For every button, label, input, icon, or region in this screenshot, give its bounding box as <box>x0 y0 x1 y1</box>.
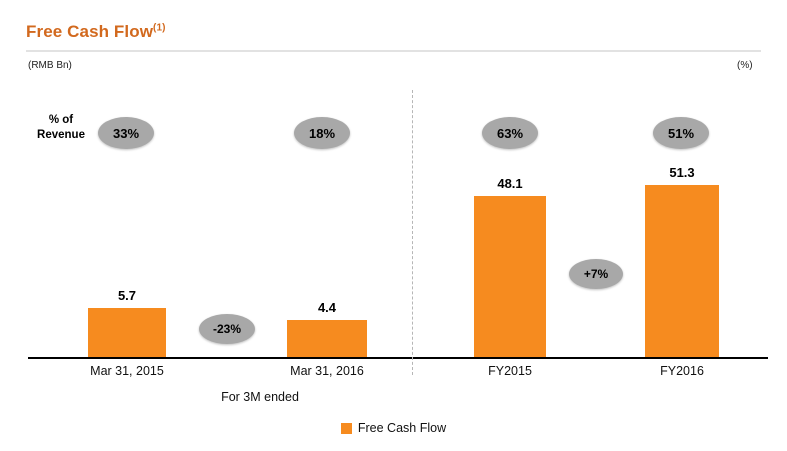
page-title: Free Cash Flow(1) <box>26 22 166 42</box>
growth-badge-3m: -23% <box>199 314 255 344</box>
bar-value-label-3: 51.3 <box>669 165 695 180</box>
x-axis-label-2: FY2015 <box>488 364 532 378</box>
bar-value-label-0: 5.7 <box>117 288 137 303</box>
pct-of-revenue-row-header: % of Revenue <box>30 113 92 143</box>
bar-value-label-2: 48.1 <box>497 176 523 191</box>
bar-fy2016 <box>645 185 719 357</box>
unit-label-right: (%) <box>737 60 753 71</box>
page-title-footnote-marker: (1) <box>153 22 166 34</box>
bar-fy2015 <box>474 196 546 357</box>
bar-value-label-1: 4.4 <box>317 300 337 315</box>
x-axis-line <box>28 357 768 359</box>
page-title-text: Free Cash Flow <box>26 22 154 41</box>
panel-caption-3m: For 3M ended <box>221 390 299 404</box>
bar-mar-31-2016 <box>287 320 367 357</box>
pct-of-revenue-badge-0: 33% <box>98 117 154 149</box>
pct-of-revenue-line2: Revenue <box>37 129 85 141</box>
bar-mar-31-2015 <box>88 308 166 357</box>
growth-badge-fy: +7% <box>569 259 623 289</box>
pct-of-revenue-badge-2: 63% <box>482 117 538 149</box>
legend-swatch-free-cash-flow <box>340 422 352 434</box>
pct-of-revenue-badge-1: 18% <box>294 117 350 149</box>
title-divider-rule <box>26 50 761 52</box>
pct-of-revenue-line1: % of <box>48 114 74 126</box>
x-axis-label-1: Mar 31, 2016 <box>290 364 364 378</box>
x-axis-label-0: Mar 31, 2015 <box>90 364 164 378</box>
legend-label-free-cash-flow: Free Cash Flow <box>357 421 447 435</box>
panel-divider-dashed <box>412 90 413 375</box>
pct-of-revenue-badge-3: 51% <box>653 117 709 149</box>
unit-label-left: (RMB Bn) <box>28 60 72 71</box>
x-axis-label-3: FY2016 <box>660 364 704 378</box>
chart-legend: Free Cash Flow <box>0 421 787 435</box>
